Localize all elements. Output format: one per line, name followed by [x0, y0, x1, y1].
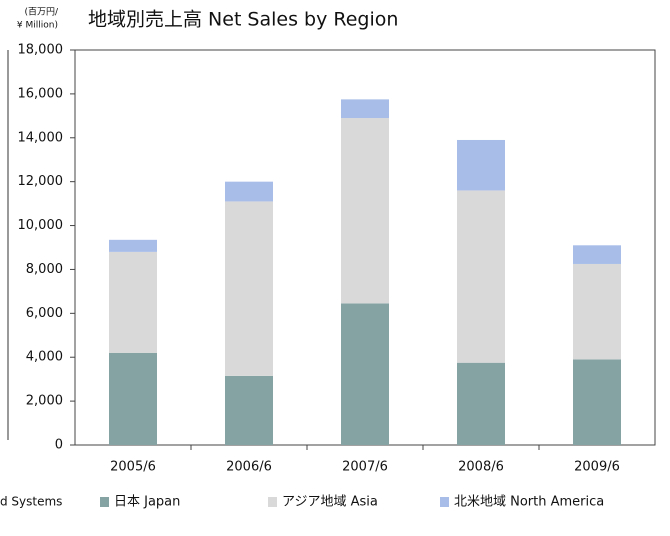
legend-swatch [268, 497, 277, 507]
bar-segment [341, 99, 389, 119]
legend-label: アジア地域 Asia [282, 495, 378, 510]
bar-segment [225, 375, 273, 445]
bar-segment [573, 263, 621, 360]
y-tick-label: 18,000 [18, 43, 64, 58]
y-tick-label: 10,000 [18, 218, 64, 233]
bar-segment [573, 359, 621, 445]
legend-swatch [100, 497, 109, 507]
bar-segment [341, 303, 389, 445]
y-tick-label: 4,000 [26, 350, 63, 365]
unit-label: ¥ Million) [17, 21, 58, 31]
bar-segment [225, 201, 273, 376]
bar-segment [457, 190, 505, 363]
y-tick-label: 0 [55, 438, 63, 453]
cropped-text: d Systems [0, 495, 62, 509]
y-tick-label: 16,000 [18, 86, 64, 101]
legend-label: 日本 Japan [114, 495, 180, 510]
x-tick-label: 2005/6 [110, 460, 156, 475]
bar-segment [457, 362, 505, 445]
y-tick-label: 8,000 [26, 262, 63, 277]
bar-segment [109, 239, 157, 252]
x-tick-label: 2007/6 [342, 460, 388, 475]
x-tick-label: 2009/6 [574, 460, 620, 475]
bar-segment [109, 251, 157, 353]
y-tick-label: 14,000 [18, 130, 64, 145]
x-tick-label: 2006/6 [226, 460, 272, 475]
x-tick-label: 2008/6 [458, 460, 504, 475]
bar-segment [225, 181, 273, 202]
legend-swatch [440, 497, 449, 507]
bar-segment [341, 118, 389, 304]
bar-segment [109, 352, 157, 445]
unit-label: (百万円/ [24, 7, 59, 18]
chart-title: 地域別売上高 Net Sales by Region [88, 9, 398, 31]
legend-label: 北米地域 North America [454, 495, 604, 510]
y-tick-label: 2,000 [26, 394, 63, 409]
y-tick-label: 6,000 [26, 306, 63, 321]
y-tick-label: 12,000 [18, 174, 64, 189]
bar-segment [457, 139, 505, 191]
bar-segment [573, 245, 621, 264]
